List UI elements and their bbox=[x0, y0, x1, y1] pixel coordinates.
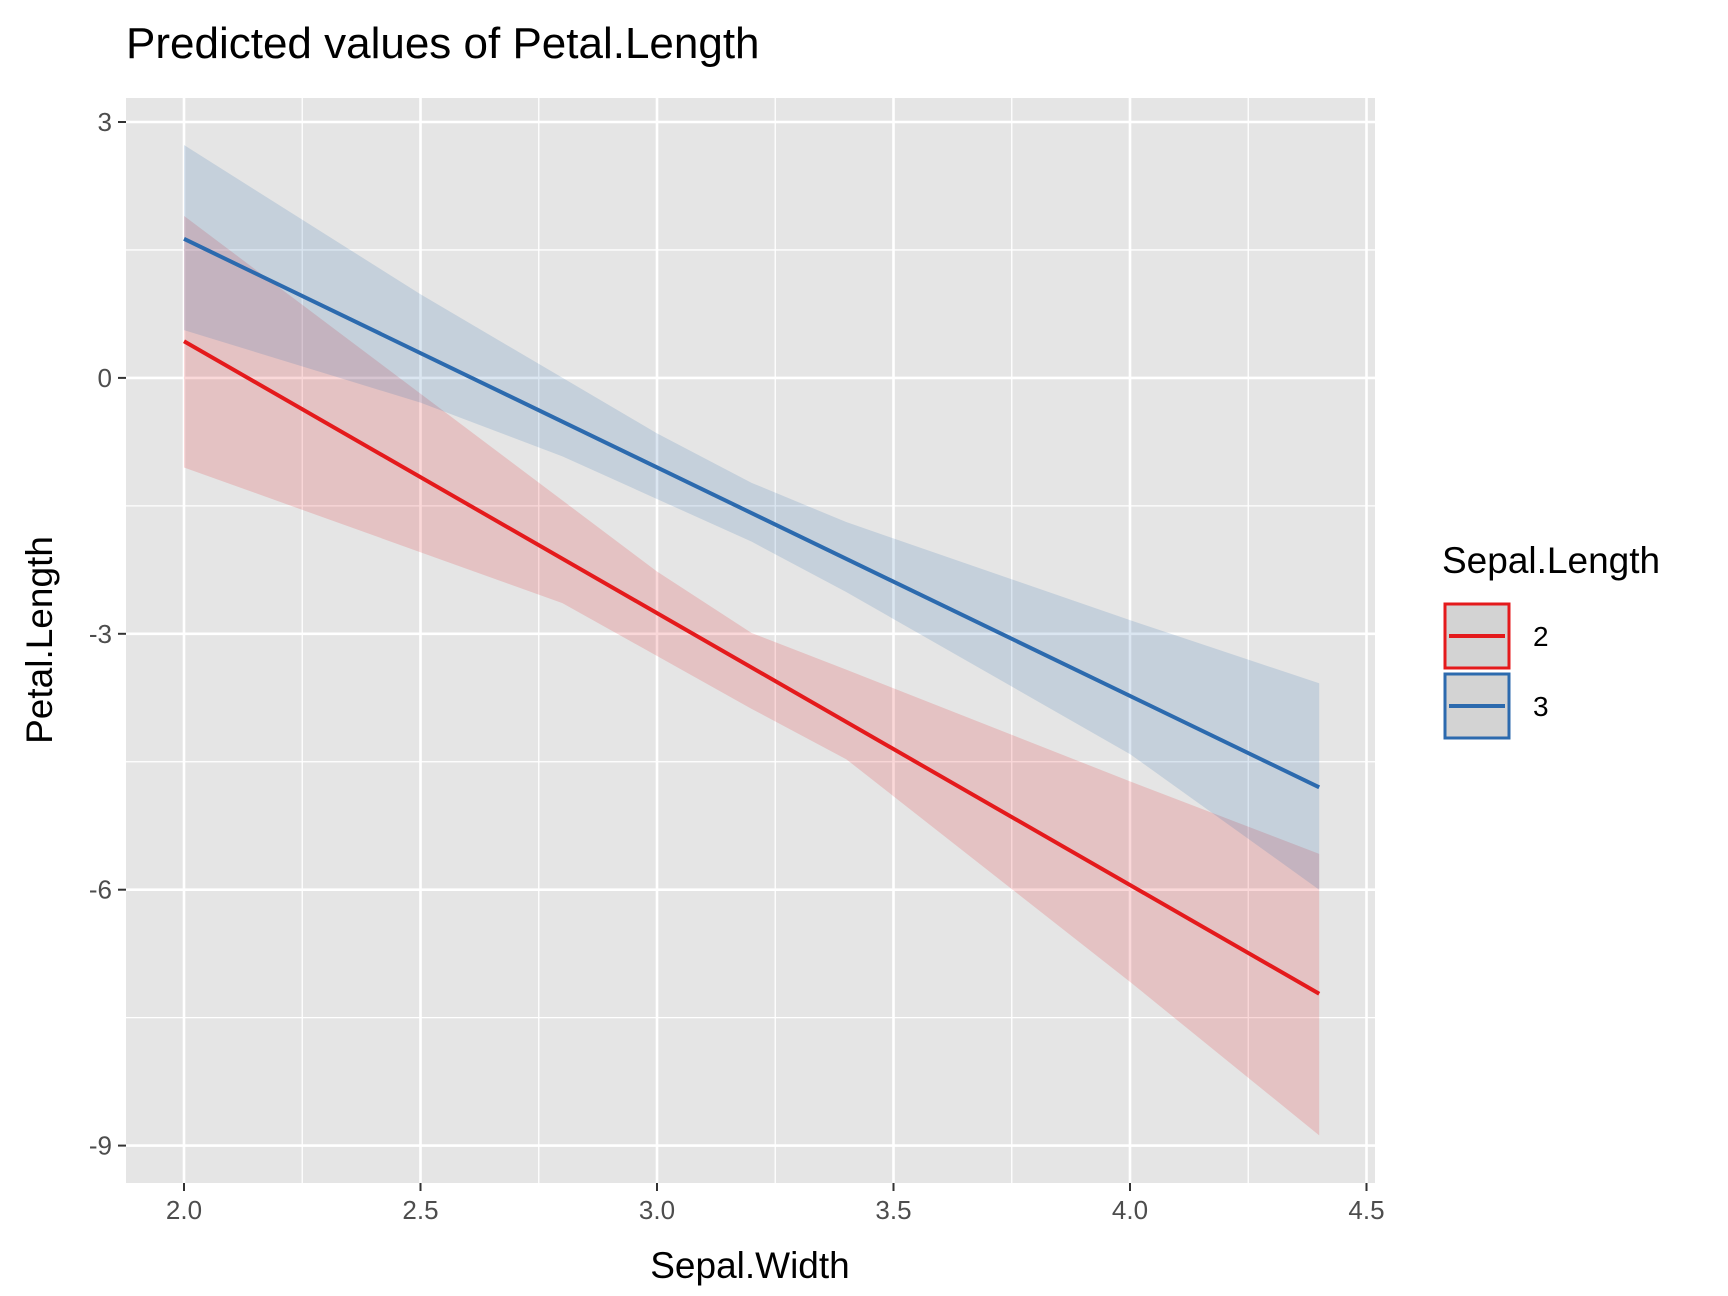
legend-label-3: 3 bbox=[1533, 691, 1549, 722]
confidence-ribbons bbox=[184, 145, 1320, 1136]
x-tick-label: 3.5 bbox=[875, 1195, 911, 1225]
y-tick-label: -3 bbox=[89, 619, 112, 649]
y-axis-label: Petal.Length bbox=[19, 536, 60, 744]
y-axis: 3 0 -3 -6 -9 bbox=[89, 107, 126, 1161]
gridlines bbox=[126, 98, 1375, 1183]
y-tick-label: -6 bbox=[89, 875, 112, 905]
ribbon-series-2 bbox=[184, 215, 1320, 1136]
legend: Sepal.Length 2 3 bbox=[1442, 540, 1660, 740]
x-tick-label: 3.0 bbox=[639, 1195, 675, 1225]
legend-label-2: 2 bbox=[1533, 621, 1549, 652]
y-tick-label: 0 bbox=[98, 363, 112, 393]
line-series-3 bbox=[183, 237, 1321, 790]
x-axis: 2.0 2.5 3.0 3.5 4.0 4.5 bbox=[166, 1183, 1385, 1225]
ribbon-series-3 bbox=[184, 145, 1320, 890]
plot-panel bbox=[126, 98, 1375, 1183]
x-axis-label: Sepal.Width bbox=[650, 1245, 850, 1286]
y-tick-label: -9 bbox=[89, 1131, 112, 1161]
x-tick-label: 4.5 bbox=[1348, 1195, 1384, 1225]
x-tick-label: 2.5 bbox=[402, 1195, 438, 1225]
line-series-2 bbox=[183, 339, 1321, 996]
series-lines bbox=[183, 237, 1321, 996]
x-tick-label: 4.0 bbox=[1112, 1195, 1148, 1225]
x-tick-label: 2.0 bbox=[166, 1195, 202, 1225]
legend-title: Sepal.Length bbox=[1442, 540, 1660, 581]
chart-title: Predicted values of Petal.Length bbox=[126, 19, 760, 68]
y-tick-label: 3 bbox=[98, 107, 112, 137]
